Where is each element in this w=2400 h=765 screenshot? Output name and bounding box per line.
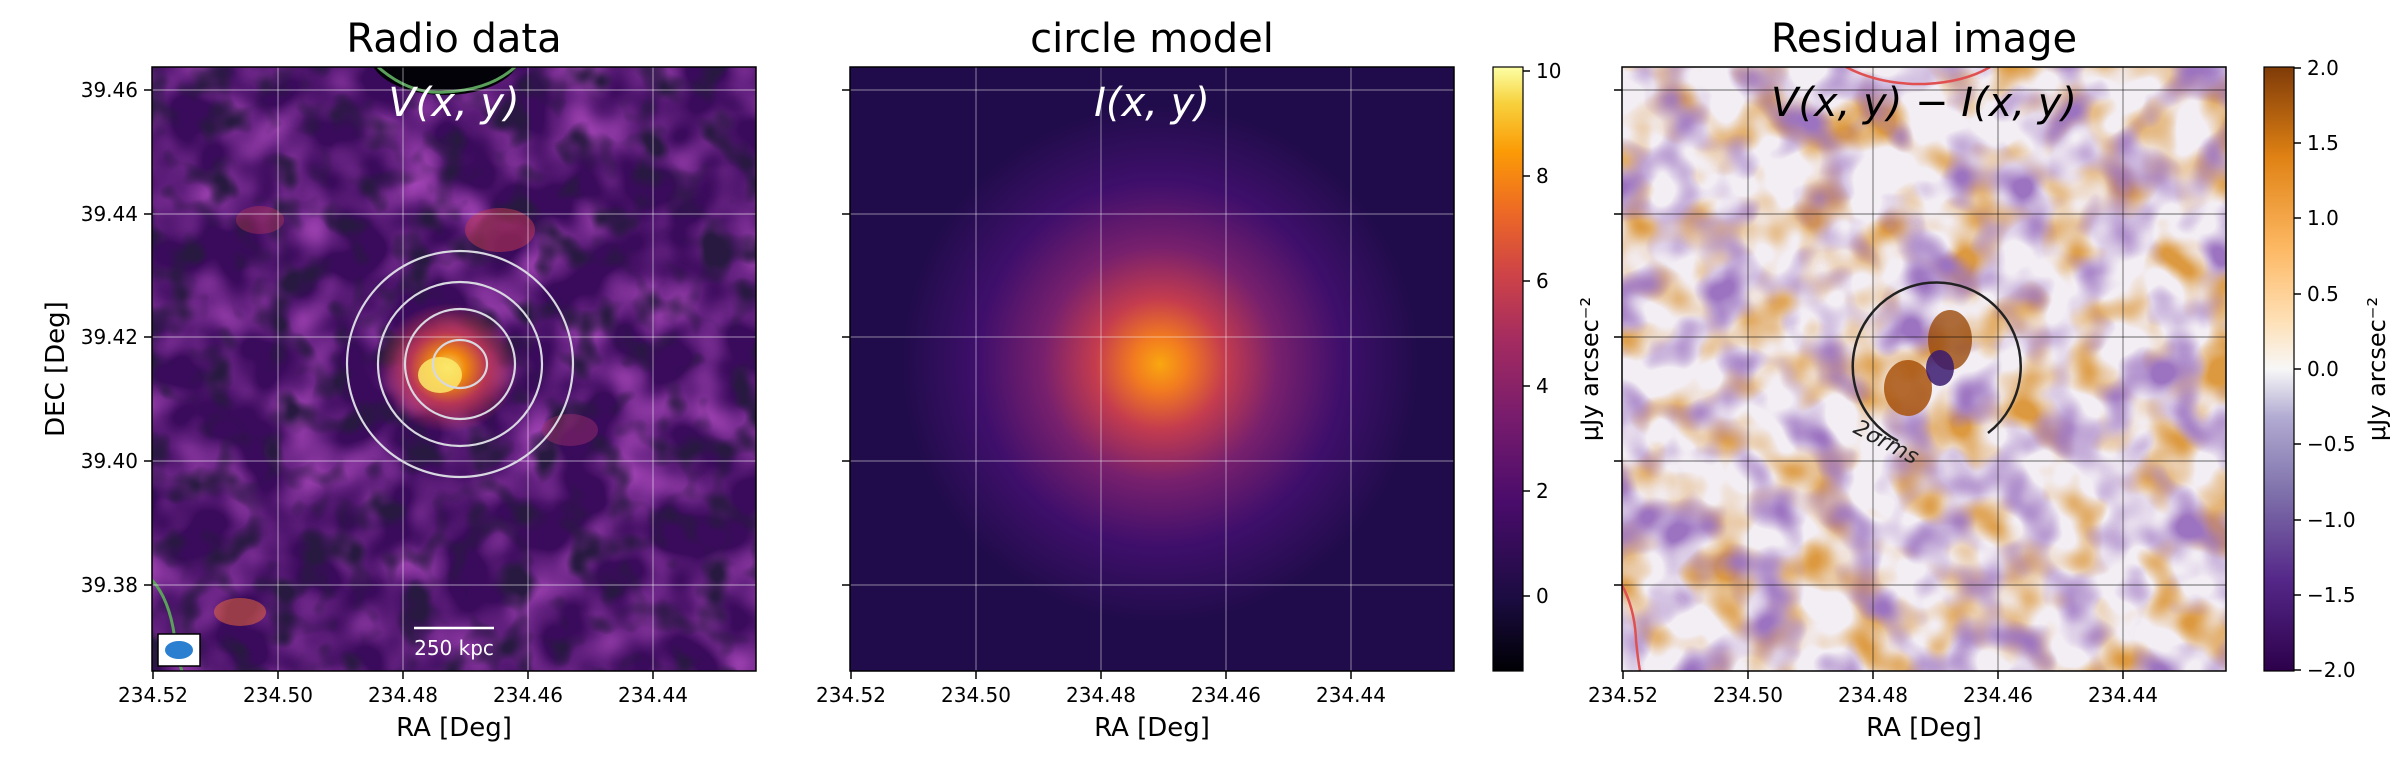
x-tick-label: 234.48 bbox=[1838, 683, 1908, 707]
colorbar-tick: 0 bbox=[1536, 584, 1549, 608]
panel-title: Residual image bbox=[1771, 16, 2077, 62]
colorbar-tick: 8 bbox=[1536, 164, 1549, 188]
colorbar-label: μJy arcsec⁻² bbox=[1576, 297, 1604, 441]
x-tick-label: 234.52 bbox=[816, 683, 886, 707]
y-ticks bbox=[1614, 89, 1622, 586]
concentric-contours bbox=[345, 249, 575, 479]
x-tick-label: 234.48 bbox=[1066, 683, 1136, 707]
x-tick-label: 234.50 bbox=[243, 683, 313, 707]
x-tick-label: 234.50 bbox=[1713, 683, 1783, 707]
y-tick-label: 39.38 bbox=[81, 573, 138, 597]
x-ticks: 234.52 234.50 234.48 234.46 234.44 bbox=[816, 671, 1386, 707]
colorbar-tick: 0.0 bbox=[2307, 357, 2339, 381]
x-axis-label: RA [Deg] bbox=[1094, 713, 1210, 743]
panel-title: Radio data bbox=[346, 16, 561, 62]
x-ticks: 234.52 234.50 234.48 234.46 234.44 bbox=[118, 671, 688, 707]
beam-ellipse bbox=[165, 641, 193, 659]
grid bbox=[850, 67, 1454, 671]
x-tick-label: 234.46 bbox=[1191, 683, 1261, 707]
x-tick-label: 234.50 bbox=[941, 683, 1011, 707]
colorbar-puor: 2.0 1.5 1.0 0.5 0.0 −0.5 −1.0 −1.5 −2.0 … bbox=[2263, 56, 2391, 682]
colorbar-inferno: 10 8 6 4 2 0 μJy arcsec⁻² bbox=[1492, 59, 1604, 672]
panel-circle-model: circle model I(x, y) 234 bbox=[816, 16, 1455, 743]
sigma-contour bbox=[1851, 281, 2022, 443]
x-tick-label: 234.52 bbox=[1588, 683, 1658, 707]
y-tick-label: 39.44 bbox=[81, 202, 138, 226]
colorbar-tick: −0.5 bbox=[2307, 432, 2356, 456]
colorbar-tick: 4 bbox=[1536, 374, 1549, 398]
colorbar-tick: 0.5 bbox=[2307, 282, 2339, 306]
radio-image: 250 kpc V(x, y) bbox=[152, 67, 756, 671]
y-tick-label: 39.40 bbox=[81, 449, 138, 473]
x-tick-label: 234.46 bbox=[493, 683, 563, 707]
grid bbox=[1622, 67, 2226, 671]
colorbar-tick: 1.5 bbox=[2307, 131, 2339, 155]
y-tick-label: 39.42 bbox=[81, 325, 138, 349]
colorbar-tick: 2 bbox=[1536, 479, 1549, 503]
overlay-label: V(x, y) bbox=[388, 80, 519, 126]
x-tick-label: 234.44 bbox=[618, 683, 688, 707]
scale-bar-label: 250 kpc bbox=[414, 636, 494, 660]
panel-radio-data: Radio data bbox=[41, 16, 757, 743]
y-ticks: 39.46 39.44 39.42 39.40 39.38 bbox=[81, 78, 152, 597]
colorbar-tick: −1.5 bbox=[2307, 583, 2356, 607]
y-tick-label: 39.46 bbox=[81, 78, 138, 102]
colorbar-label: μJy arcsec⁻² bbox=[2363, 297, 2391, 441]
colorbar-tick: 10 bbox=[1536, 59, 1561, 83]
colorbar-tick: 2.0 bbox=[2307, 56, 2339, 80]
x-ticks: 234.52 234.50 234.48 234.46 234.44 bbox=[1588, 671, 2158, 707]
x-tick-label: 234.44 bbox=[2088, 683, 2158, 707]
panel-title: circle model bbox=[1030, 16, 1274, 62]
overlay-label: V(x, y) − I(x, y) bbox=[1771, 80, 2077, 126]
x-tick-label: 234.52 bbox=[118, 683, 188, 707]
residual-image: 2σrms V(x, y) − I(x, y) bbox=[1622, 67, 2226, 671]
x-axis-label: RA [Deg] bbox=[1866, 713, 1982, 743]
model-image: I(x, y) bbox=[850, 67, 1454, 671]
colorbar-tick: −2.0 bbox=[2307, 658, 2356, 682]
grid bbox=[152, 67, 756, 671]
colorbar-tick: −1.0 bbox=[2307, 508, 2356, 532]
x-tick-label: 234.44 bbox=[1316, 683, 1386, 707]
colorbar-tick: 1.0 bbox=[2307, 206, 2339, 230]
x-tick-label: 234.48 bbox=[368, 683, 438, 707]
y-axis-label: DEC [Deg] bbox=[41, 301, 71, 437]
y-ticks bbox=[842, 89, 850, 586]
colorbar-tick: 6 bbox=[1536, 269, 1549, 293]
x-axis-label: RA [Deg] bbox=[396, 713, 512, 743]
overlay-label: I(x, y) bbox=[1094, 80, 1210, 126]
x-tick-label: 234.46 bbox=[1963, 683, 2033, 707]
panel-residual-image: Residual image 2σrms bbox=[1588, 16, 2227, 743]
